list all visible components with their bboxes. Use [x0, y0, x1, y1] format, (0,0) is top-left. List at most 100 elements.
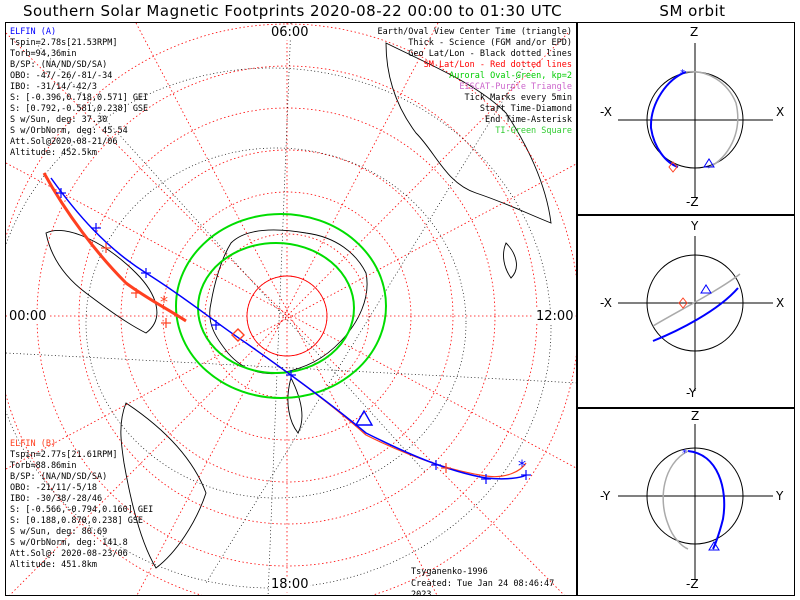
orbit-panel-xz: * Z -Z -X X: [577, 22, 795, 215]
elfin-a-info-line: IBO: -31/14/-42/3: [10, 82, 97, 92]
elfin-b-orbit: [662, 450, 689, 550]
sm-pole-circle: [246, 275, 328, 357]
legend-entry: Auroral Oval-Green, kp=2: [449, 71, 572, 81]
elfin-a-info: ELFIN (A) Tspin=2.78s[21.53RPM] Torb=94.36…: [10, 27, 148, 159]
footprint-tracks: **: [42, 172, 531, 484]
start-marker: *: [680, 68, 685, 79]
start-diamond: [678, 297, 688, 309]
orbit2-bottom: -Y: [686, 386, 697, 400]
elfin-b-start-diamond: [231, 328, 245, 342]
new-zealand: [503, 242, 517, 279]
elfin-a-info-line: Att.Sol@2020-08-21/06: [10, 137, 118, 147]
legend-entry: EISCAT-Purple Triangle: [459, 82, 572, 92]
elfin-b-info: ELFIN (B) Tspin=2.77s[21.61RPM] Torb=88.86…: [10, 439, 153, 571]
elfin-a-end-asterisk: *: [518, 456, 526, 475]
elfin-b-orbit: [685, 70, 739, 169]
mlt-label-bottom: 18:00: [269, 577, 311, 592]
orbit-plot-xy: [618, 236, 773, 391]
orbit-title: SM orbit: [659, 2, 726, 20]
sm-lon-line: [6, 163, 576, 470]
earth-circle: [646, 254, 744, 352]
mlt-label-left: 00:00: [7, 309, 49, 324]
elfin-a-info-line: S w/Sun, deg: 37.30: [10, 115, 108, 125]
elfin-a-orbit: [649, 71, 687, 168]
mlt-label-right: 12:00: [534, 309, 576, 324]
sm-lon-line: [9, 32, 569, 595]
footprint-map-panel: * * 06:00 18:00 00:00 12:00 ELFIN (A) Tspi…: [5, 22, 577, 596]
orbit3-top: Z: [691, 409, 700, 423]
elfin-b-info-line: Tspin=2.77s[21.61RPM]: [10, 450, 118, 460]
elfin-b-info-line: ELFIN (B): [10, 439, 57, 449]
start-diamond: [668, 161, 678, 173]
model-credit: Tsyganenko-1996: [411, 567, 488, 577]
geo-lon-line: [267, 23, 292, 595]
sm-lon-line: [6, 32, 565, 595]
south-america-coastline: [120, 402, 207, 569]
created-timestamp: Created: Tue Jan 24 08:46:47 2023: [411, 579, 555, 596]
legend-entry: Earth/Oval View Center Time (triangle): [377, 27, 572, 37]
elfin-a-info-line: Tspin=2.78s[21.53RPM]: [10, 38, 118, 48]
elfin-a-info-line: S: [-0.396,0.718,0.571] GEI: [10, 93, 149, 103]
australia-coastline: [385, 42, 552, 224]
elfin-a-info-line: S w/OrbNorm, deg: 45.54: [10, 126, 128, 136]
orbit2-left: -X: [600, 296, 612, 310]
coastlines: [45, 42, 552, 569]
end-triangle: [703, 158, 715, 168]
sm-lat-circle: [120, 149, 454, 483]
elfin-a-info-line: Torb=94.36min: [10, 49, 77, 59]
africa-coastline: [45, 229, 158, 334]
orbit1-top: Z: [690, 25, 699, 39]
elfin-b-info-line: S: [0.188,0.870,0.238] GSE: [10, 516, 144, 526]
elfin-b-orbit: [652, 273, 741, 327]
orbit1-left: -X: [600, 105, 612, 119]
legend-entry: Geo Lat/Lon - Black dotted lines: [408, 49, 572, 59]
geo-lon-line: [6, 352, 576, 384]
end-triangle: [700, 284, 712, 294]
orbit2-top: Y: [691, 219, 699, 233]
auroral-oval: [175, 213, 387, 399]
legend-entry: SM Lat/Lon - Red dotted lines: [423, 60, 572, 70]
legend-entry: Start Time-Diamond: [479, 104, 572, 114]
antarctica-coastline: [209, 229, 368, 375]
sm-lon-line: [136, 23, 439, 595]
elfin-b-info-line: B/SP: (NA/ND/SD/SA): [10, 472, 108, 482]
orbit-plot-xz: *: [618, 43, 773, 198]
elfin-a-footprint-track: [50, 177, 527, 480]
orbit3-left: -Y: [600, 489, 611, 503]
elfin-b-footprint-track: [42, 172, 187, 323]
elfin-a-view-center-triangle: [354, 409, 374, 426]
elfin-b-footprint-track: [245, 342, 527, 478]
earth-circle: [646, 447, 744, 545]
legend-entry: Thick - Science (FGM and/or EPD): [408, 38, 572, 48]
elfin-b-end-asterisk: *: [160, 292, 168, 311]
start-marker: *: [682, 448, 687, 459]
elfin-b-info-line: Att.Sol@: 2020-08-23/06: [10, 549, 128, 559]
end-triangle: [708, 541, 720, 551]
antarctic-peninsula: [287, 376, 303, 434]
elfin-b-info-line: OBO: -21/11/-5/18: [10, 483, 97, 493]
legend-entry: End Time-Asterisk: [485, 115, 572, 125]
elfin-b-info-line: Altitude: 451.8km: [10, 560, 97, 570]
orbit1-right: X: [776, 105, 785, 119]
elfin-b-info-line: S w/OrbNorm, deg: 141.8: [10, 538, 128, 548]
elfin-b-info-line: IBO: -30/38/-28/46: [10, 494, 103, 504]
orbit1-bottom: -Z: [686, 195, 699, 209]
geo-lon-line: [35, 42, 427, 474]
elfin-a-info-line: B/SP: (NA/ND/SD/SA): [10, 60, 108, 70]
orbit2-right: X: [776, 296, 785, 310]
orbit-panel-xy: Y -Y -X X: [577, 215, 795, 408]
elfin-b-info-line: S w/Sun, deg: 80.69: [10, 527, 108, 537]
orbit-panel-yz: * Z -Z -Y Y: [577, 408, 795, 596]
orbit-plot-yz: *: [618, 424, 773, 579]
legend-entry: TI-Green Square: [495, 126, 572, 136]
mlt-label-top: 06:00: [269, 25, 311, 40]
elfin-a-info-line: ELFIN (A): [10, 27, 57, 37]
orbit3-right: Y: [776, 489, 784, 503]
elfin-a-orbit: [687, 450, 726, 550]
elfin-a-info-line: OBO: -47/-26/-81/-34: [10, 71, 113, 81]
chart-title: Southern Solar Magnetic Footprints 2020-…: [22, 2, 563, 20]
orbit3-bottom: -Z: [686, 577, 699, 591]
geo-lat-circle: [85, 147, 467, 499]
elfin-a-orbit: [652, 287, 739, 342]
elfin-a-info-line: Altitude: 452.5km: [10, 148, 97, 158]
